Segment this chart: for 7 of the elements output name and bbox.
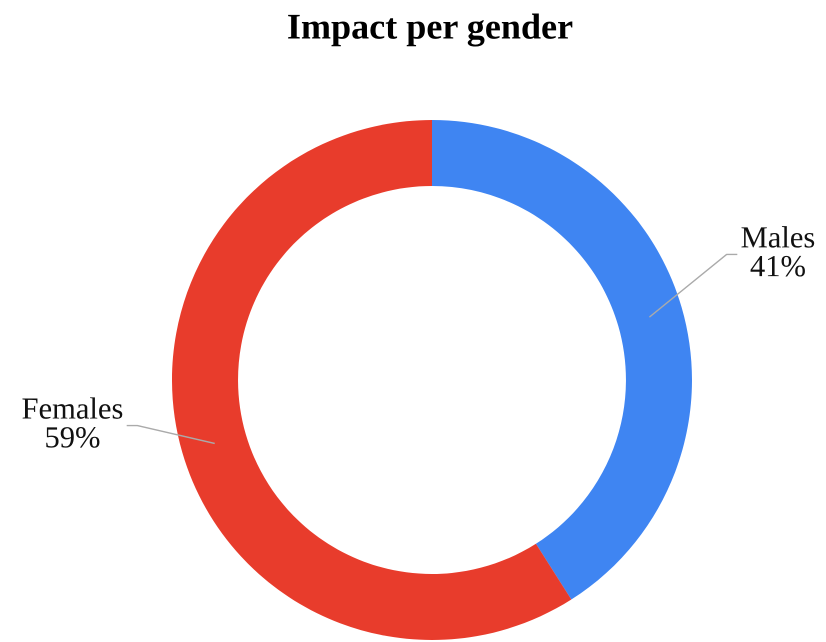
slice-label: Males [741, 226, 814, 248]
slice-label: Females [22, 397, 122, 419]
chart-title: Impact per gender [288, 13, 572, 47]
data-label: 59% [46, 427, 100, 448]
donut-slice [172, 120, 572, 640]
donut-slice [432, 120, 692, 600]
data-label: 41% [750, 256, 805, 277]
